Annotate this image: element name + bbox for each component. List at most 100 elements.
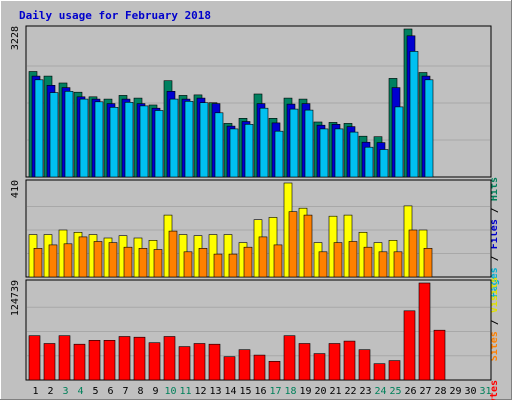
bar-sites-25 [393,251,403,278]
bar-sites-8 [138,248,148,278]
panel-kbytes-legend: KBytes [489,380,500,400]
bar-sites-18 [288,211,298,278]
bar-pages-13 [214,112,224,178]
bar-pages-7 [124,102,134,178]
bar-sites-4 [78,236,88,278]
bar-kbytes-21 [328,343,341,381]
bar-sites-10 [168,230,178,278]
x-tick-25: 25 [389,386,401,397]
x-tick-15: 15 [239,386,251,397]
bar-pages-18 [289,108,299,178]
bar-kbytes-10 [163,336,176,381]
panel-visits-max-label: 410 [10,180,21,198]
series-kbytes [28,282,446,381]
bar-pages-8 [139,105,149,178]
bar-kbytes-14 [223,356,236,381]
series-pages [34,51,434,178]
bar-sites-11 [183,251,193,278]
bar-pages-2 [49,92,59,178]
bar-pages-27 [424,79,434,178]
bar-pages-25 [394,106,404,178]
bar-kbytes-20 [313,353,326,381]
bar-sites-17 [273,244,283,278]
x-tick-30: 30 [464,386,476,397]
x-tick-21: 21 [329,386,341,397]
x-tick-12: 12 [194,386,206,397]
bar-sites-20 [318,251,328,278]
bar-sites-12 [198,248,208,278]
bar-kbytes-11 [178,346,191,381]
bar-pages-15 [244,124,254,178]
bar-pages-22 [349,131,359,178]
bar-kbytes-28 [433,329,446,381]
bar-sites-1 [33,248,43,278]
bar-pages-20 [319,128,329,178]
legend-hits-part-3: / [489,201,500,219]
bar-kbytes-23 [358,349,371,381]
bar-kbytes-19 [298,343,311,381]
bar-sites-27 [423,248,433,278]
bar-kbytes-9 [148,342,161,381]
bar-sites-6 [108,242,118,278]
x-tick-26: 26 [404,386,416,397]
x-tick-16: 16 [254,386,266,397]
x-tick-31: 31 [479,386,491,397]
bar-kbytes-25 [388,360,401,381]
x-tick-23: 23 [359,386,371,397]
bar-kbytes-27 [418,282,431,381]
bar-pages-5 [94,101,104,178]
legend-visits-part-1: / [489,313,500,331]
bar-kbytes-8 [133,336,146,381]
bar-sites-24 [378,251,388,278]
bar-kbytes-17 [268,360,281,381]
x-tick-18: 18 [284,386,296,397]
x-tick-28: 28 [434,386,446,397]
x-tick-14: 14 [224,386,236,397]
bar-pages-3 [64,91,74,178]
x-tick-6: 6 [107,386,113,397]
bar-pages-17 [274,130,284,178]
panel-hits-max-label: 3228 [10,26,21,50]
bar-pages-26 [409,51,419,178]
bar-sites-15 [243,246,253,278]
x-tick-17: 17 [269,386,281,397]
bar-sites-5 [93,241,103,278]
bar-kbytes-3 [58,335,71,381]
bar-sites-3 [63,243,73,278]
bar-pages-6 [109,107,119,178]
x-tick-19: 19 [299,386,311,397]
legend-hits-part-0: Pages [489,267,500,297]
bar-sites-7 [123,246,133,278]
bar-pages-21 [334,128,344,178]
x-tick-5: 5 [92,386,98,397]
bar-kbytes-22 [343,340,356,381]
x-tick-29: 29 [449,386,461,397]
panel-kbytes-max-label: 124739 [10,280,21,316]
x-tick-24: 24 [374,386,386,397]
bar-sites-19 [303,214,313,278]
panel-kbytes: 124739 KBytes [10,279,500,400]
bar-sites-9 [153,249,163,278]
x-tick-11: 11 [179,386,191,397]
bar-sites-23 [363,246,373,278]
bar-kbytes-18 [283,335,296,381]
bar-sites-13 [213,253,223,278]
bar-kbytes-26 [403,310,416,381]
bar-kbytes-7 [118,336,131,381]
bar-sites-21 [333,242,343,278]
x-tick-27: 27 [419,386,431,397]
bar-kbytes-4 [73,343,86,381]
bar-pages-9 [154,110,164,178]
bar-pages-14 [229,128,239,178]
bar-sites-14 [228,253,238,278]
bar-pages-23 [364,146,374,178]
x-tick-4: 4 [77,386,83,397]
bar-pages-1 [34,79,44,178]
x-axis: 1 2 3 4 5 6 7 8 9 10 11 12 13 14 15 16 17 18 19 20 21 22 23 24 2… [32,386,491,397]
x-tick-22: 22 [344,386,356,397]
bar-kbytes-1 [28,335,41,381]
